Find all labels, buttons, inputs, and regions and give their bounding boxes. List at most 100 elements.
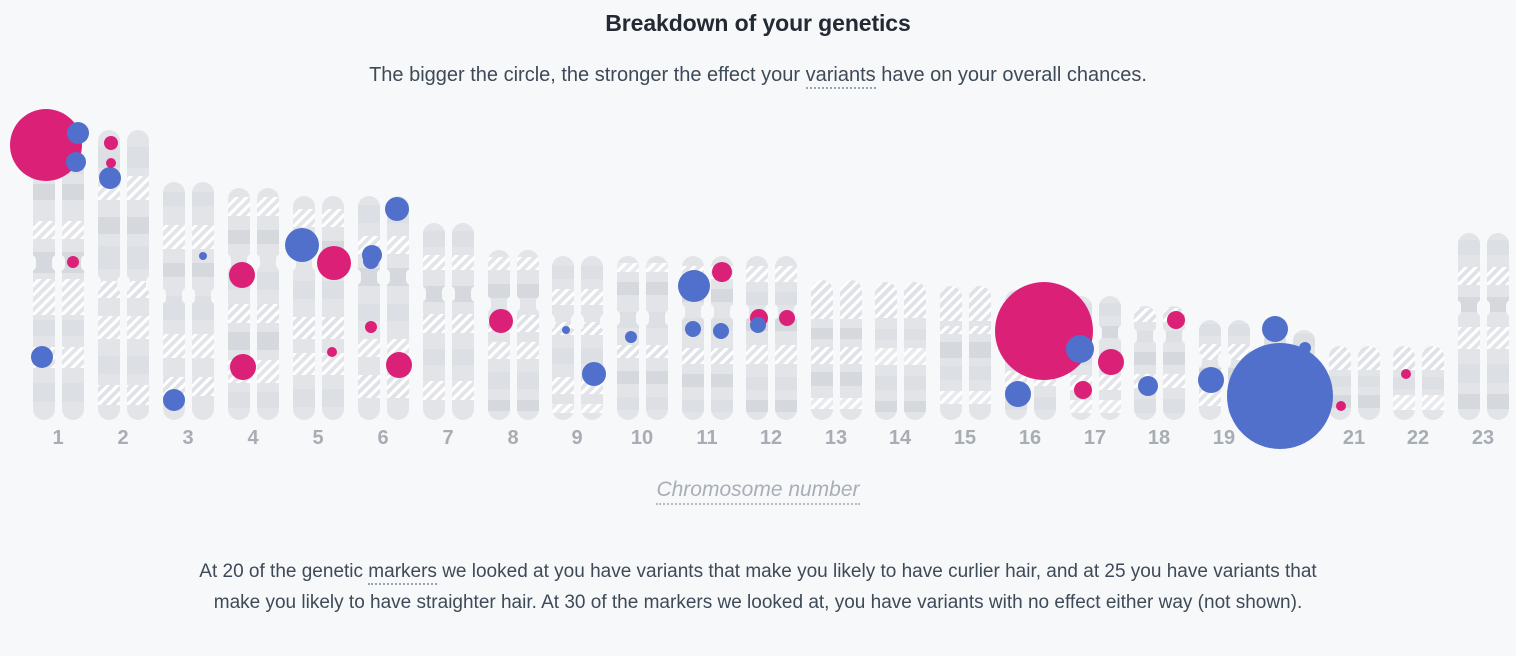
chromosome-8-chromatid [516, 250, 539, 420]
chromosome-band [292, 281, 315, 300]
variant-circle-chr17-pink[interactable] [1098, 349, 1124, 375]
variant-circle-chr16-blue[interactable] [1005, 381, 1031, 407]
chromosome-band [256, 271, 279, 291]
chromosome-band [1421, 377, 1444, 389]
variant-circle-chr11-pink[interactable] [712, 262, 732, 282]
chromosome-band [580, 265, 603, 279]
variant-circle-chr5-blue[interactable] [285, 228, 319, 262]
centromere-pinch [506, 296, 512, 313]
chromosome-band [32, 252, 55, 274]
chromosome-band [1457, 326, 1480, 349]
variant-circle-chr4-pink[interactable] [229, 262, 255, 288]
variant-circle-chr11-blue[interactable] [713, 323, 729, 339]
variant-circle-chr11-blue[interactable] [678, 270, 710, 302]
chromosome-band [745, 292, 768, 306]
variant-circle-chr5-pink[interactable] [317, 246, 351, 280]
variant-circle-chr20-blue[interactable] [1299, 342, 1311, 354]
variant-circle-chr18-pink[interactable] [1167, 311, 1185, 329]
markers-glossary-term[interactable]: markers [368, 561, 437, 585]
centromere-pinch [441, 285, 447, 302]
chromosome-band [422, 380, 445, 401]
variant-circle-chr2-pink[interactable] [104, 136, 118, 150]
chromosome-band [386, 303, 409, 322]
variant-circle-chr2-pink[interactable] [106, 158, 116, 168]
chromosome-band [256, 304, 279, 323]
chromosome-10-chromatid [645, 256, 668, 420]
chromosome-band [357, 204, 380, 223]
variant-circle-chr3-blue[interactable] [199, 252, 207, 260]
chromosome-band [903, 282, 926, 318]
variant-circle-chr16-blue[interactable] [1066, 335, 1094, 363]
variants-glossary-term[interactable]: variants [805, 64, 876, 89]
variant-circle-chr3-blue[interactable] [163, 389, 185, 411]
chromosome-23-chromatid [1457, 233, 1480, 420]
centromere-pinch [116, 275, 122, 292]
chromosome-band [551, 288, 574, 306]
chromosome-band [357, 339, 380, 358]
chromosome-band [191, 377, 214, 397]
chromosome-band [939, 326, 962, 335]
chromosome-band [321, 352, 344, 376]
chromosome-band [422, 286, 445, 302]
variant-circle-chr9-blue[interactable] [582, 362, 606, 386]
chromosome-band [32, 383, 55, 402]
x-axis-tick-4: 4 [247, 427, 259, 449]
chromosome-band [191, 191, 214, 206]
variant-circle-chr6-pink[interactable] [386, 352, 412, 378]
variant-circle-chr1-blue[interactable] [31, 346, 53, 368]
variant-circle-chr17-pink[interactable] [1074, 381, 1092, 399]
variant-circle-chr9-blue[interactable] [562, 326, 570, 334]
variant-circle-chr10-blue[interactable] [625, 331, 637, 343]
chromosome-band [126, 217, 149, 235]
variant-circle-chr18-blue[interactable] [1138, 376, 1158, 396]
chromosome-band [422, 254, 445, 271]
variant-circle-chr16-pink[interactable] [995, 282, 1093, 380]
chromosome-band [1457, 240, 1480, 256]
variant-circle-chr21-pink[interactable] [1336, 401, 1346, 411]
variant-circle-chr22-pink[interactable] [1401, 369, 1411, 379]
variant-circle-chr6-pink[interactable] [365, 321, 377, 333]
variant-circle-chr11-blue[interactable] [685, 321, 701, 337]
variant-circle-chr2-blue[interactable] [99, 167, 121, 189]
chromosome-band [968, 366, 991, 380]
variant-circle-chr19-blue[interactable] [1198, 367, 1224, 393]
chromosome-band [487, 399, 510, 412]
centromere-pinch [59, 254, 65, 271]
x-axis-tick-7: 7 [442, 427, 454, 449]
chromosome-band [645, 344, 668, 358]
chromosome-2-chromatid [126, 130, 149, 420]
chromosome-23-chromatid [1486, 233, 1509, 420]
variant-circle-chr1-blue[interactable] [67, 122, 89, 144]
centromere-pinch [679, 303, 685, 320]
variant-circle-chr8-pink[interactable] [489, 309, 513, 333]
variant-circle-chr20-blue[interactable] [1227, 343, 1333, 449]
variant-circle-chr6-blue[interactable] [363, 253, 379, 269]
chromosome-band [1457, 393, 1480, 409]
chromosome-band [774, 400, 797, 412]
chromosome-band [939, 342, 962, 359]
chromosome-band [126, 385, 149, 406]
chromosome-band [1357, 394, 1380, 409]
variant-circle-chr1-pink[interactable] [67, 256, 79, 268]
centromere-pinch [1225, 352, 1231, 368]
centromere-pinch [1181, 327, 1187, 344]
variant-circle-chr4-pink[interactable] [230, 354, 256, 380]
chromosome-band [1486, 296, 1509, 312]
variant-circle-chr1-blue[interactable] [66, 152, 86, 172]
variant-circle-chr12-pink[interactable] [779, 310, 795, 326]
centromere-pinch [275, 254, 281, 271]
chromosome-band [97, 280, 120, 299]
chromosome-band [516, 284, 539, 298]
chromosome-band [386, 267, 409, 286]
variant-circle-chr6-blue[interactable] [385, 197, 409, 221]
x-axis-tick-16: 16 [1018, 427, 1042, 449]
page-title: Breakdown of your genetics [605, 10, 911, 36]
chromosome-band [227, 392, 250, 409]
variant-circle-chr20-blue[interactable] [1262, 316, 1288, 342]
variant-circle-chr12-blue[interactable] [750, 317, 766, 333]
centromere-pinch [578, 313, 584, 330]
variant-circle-chr5-pink[interactable] [327, 347, 337, 357]
centromere-pinch [384, 268, 390, 285]
chromosome-band [968, 390, 991, 404]
